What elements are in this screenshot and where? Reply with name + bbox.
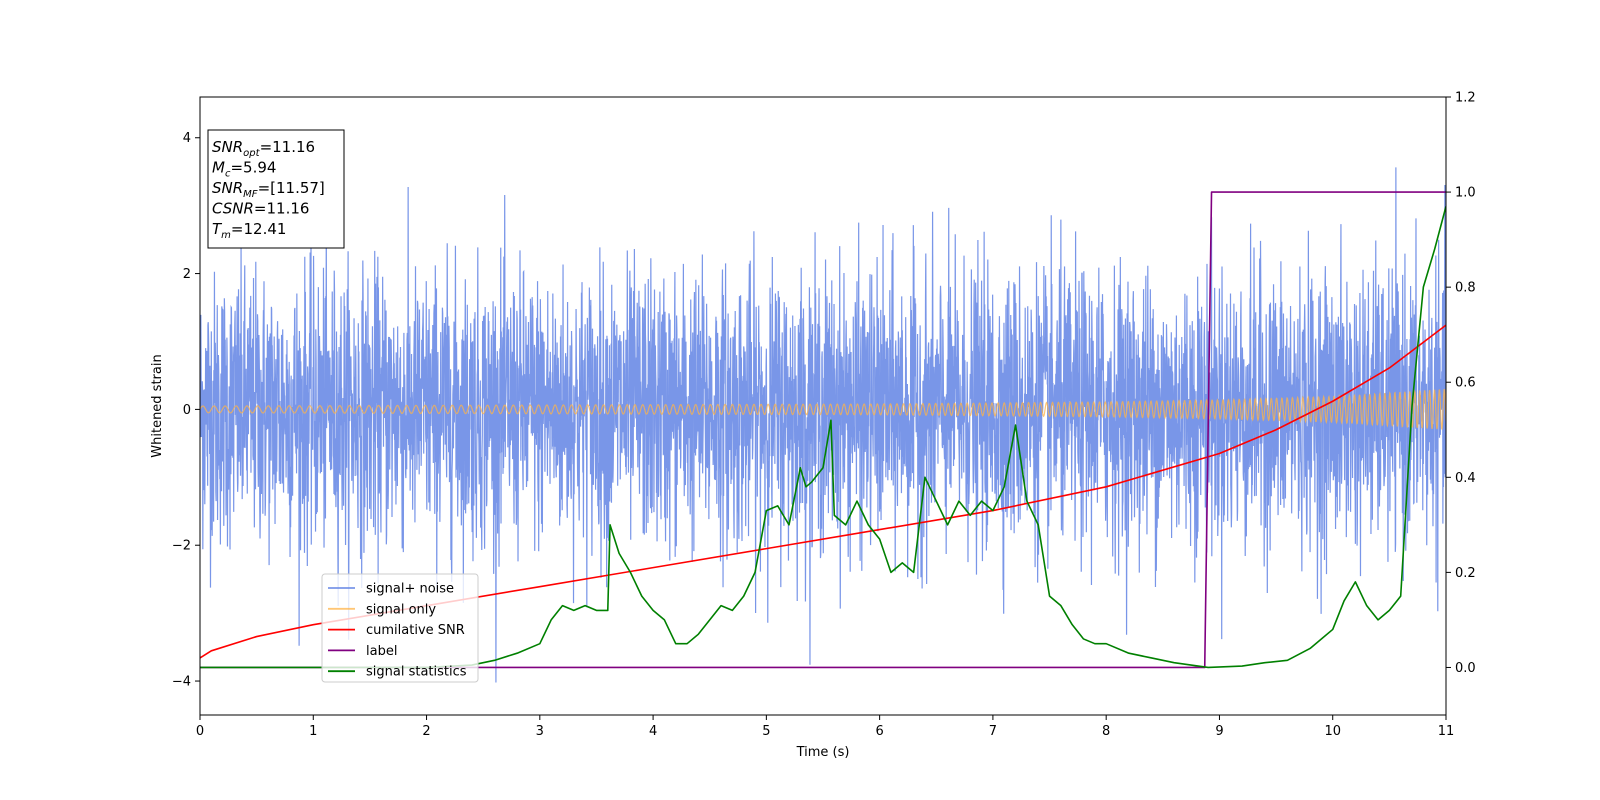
y-tick-label-right: 0.2 — [1455, 566, 1476, 581]
legend-frame — [321, 573, 479, 683]
info-line: Mc=5.94 — [212, 159, 276, 180]
series-signal-only — [200, 388, 1446, 430]
y-tick-label-left: −4 — [172, 675, 191, 690]
info-line: SNRopt=11.16 — [212, 138, 315, 159]
x-tick-label: 1 — [309, 724, 317, 739]
y-tick-label-left: 2 — [183, 267, 191, 282]
series-signal-statistics — [200, 206, 1446, 669]
x-tick-label: 4 — [649, 724, 657, 739]
y-axis-label: Whitened strain — [150, 354, 165, 457]
x-tick-label: 3 — [536, 724, 544, 739]
legend: signal+ noise signal only cumilative SNR la… — [321, 573, 479, 683]
x-tick-label: 2 — [422, 724, 430, 739]
info-line: CSNR=11.16 — [212, 200, 309, 218]
x-tick-label: 8 — [1102, 724, 1110, 739]
cumulative-snr-line — [200, 324, 1446, 659]
y-tick-label-right: 1.2 — [1455, 91, 1476, 106]
legend-label: label — [366, 644, 397, 659]
x-tick-label: 5 — [762, 724, 770, 739]
label-line — [200, 191, 1446, 669]
plot-frame — [199, 96, 1447, 716]
y-axis-right: 0.0 0.2 0.4 0.6 0.8 1.0 1.2 — [1446, 91, 1476, 676]
info-box: SNRopt=11.16Mc=5.94SNRMF=[11.57]CSNR=11.… — [207, 129, 345, 249]
series-signal-plus-noise — [200, 167, 1446, 683]
x-tick-label: 7 — [989, 724, 997, 739]
x-tick-label: 10 — [1324, 724, 1341, 739]
y-tick-label-right: 0.4 — [1455, 471, 1476, 486]
legend-label: signal+ noise — [366, 582, 454, 597]
info-box-frame — [207, 129, 345, 249]
info-line: Tm=12.41 — [212, 220, 286, 241]
x-axis-label: Time (s) — [796, 745, 850, 760]
signal-only-line — [200, 388, 1446, 430]
y-tick-label-left: 4 — [183, 131, 191, 146]
x-tick-label: 6 — [875, 724, 883, 739]
y-tick-label-right: 1.0 — [1455, 186, 1476, 201]
y-tick-label-right: 0.0 — [1455, 661, 1476, 676]
x-axis: 0 1 2 3 4 5 6 7 8 9 10 11 — [196, 715, 1454, 739]
y-axis-left: −4 −2 0 2 4 — [172, 131, 200, 690]
y-tick-label-left: 0 — [183, 403, 191, 418]
signal-statistics-line — [200, 206, 1446, 669]
series-label — [200, 191, 1446, 669]
x-tick-label: 9 — [1215, 724, 1223, 739]
signal-plus-noise-line — [200, 167, 1446, 683]
y-tick-label-left: −2 — [172, 539, 191, 554]
legend-label: signal statistics — [366, 665, 467, 680]
series-cumulative-snr — [200, 324, 1446, 659]
legend-label: signal only — [366, 602, 436, 617]
y-tick-label-right: 0.6 — [1455, 376, 1476, 391]
legend-label: cumilative SNR — [366, 623, 465, 638]
x-tick-label: 0 — [196, 724, 204, 739]
x-tick-label: 11 — [1438, 724, 1455, 739]
y-tick-label-right: 0.8 — [1455, 281, 1476, 296]
plot-area — [200, 167, 1446, 683]
info-line: SNRMF=[11.57] — [212, 179, 325, 200]
